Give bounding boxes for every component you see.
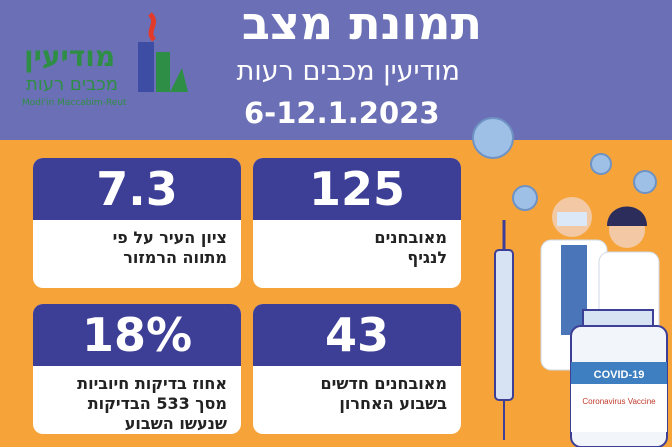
logo-name: מודיעין (24, 40, 116, 73)
stat-label: מאובחנים לנגיף (374, 228, 447, 267)
stat-value: 43 (253, 304, 461, 366)
logo-english-name: Modi'in Maccabim-Reut (22, 98, 127, 108)
header-banner: תמונת מצב מודיעין מכבים רעות 6-12.1.2023… (0, 0, 672, 140)
virus-icon (472, 117, 657, 211)
vial-sub-label: Coronavirus Vaccine (582, 397, 656, 406)
stat-label: מאובחנים חדשים בשבוע האחרון (320, 374, 447, 413)
stat-value: 125 (253, 158, 461, 220)
syringe-icon (494, 249, 514, 401)
page-title: תמונת מצב (241, 0, 482, 50)
stat-label: ציון העיר על פי מתווה הרמזור (112, 228, 227, 267)
date-range: 6-12.1.2023 (244, 96, 440, 130)
logo-emblem-icon (138, 12, 188, 92)
stat-card-new-diagnosed: 43 מאובחנים חדשים בשבוע האחרון (253, 304, 461, 434)
stat-card-positive-rate: 18% אחוז בדיקות חיוביות מסך 533 הבדיקות … (33, 304, 241, 434)
stat-card-city-score: 7.3 ציון העיר על פי מתווה הרמזור (33, 158, 241, 288)
stat-card-diagnosed: 125 מאובחנים לנגיף (253, 158, 461, 288)
stat-value: 7.3 (33, 158, 241, 220)
vial-label: COVID-19 (594, 369, 645, 381)
city-subtitle: מודיעין מכבים רעות (236, 56, 460, 87)
stat-label: אחוז בדיקות חיוביות מסך 533 הבדיקות שנעש… (77, 374, 227, 433)
city-logo: מודיעין מכבים רעות Modi'in Maccabim-Reut (10, 12, 190, 108)
doctors-vaccine-illustration: COVID-19 Coronavirus Vaccine (472, 117, 668, 447)
stat-value: 18% (33, 304, 241, 366)
logo-subtitle: מכבים רעות (26, 74, 119, 95)
